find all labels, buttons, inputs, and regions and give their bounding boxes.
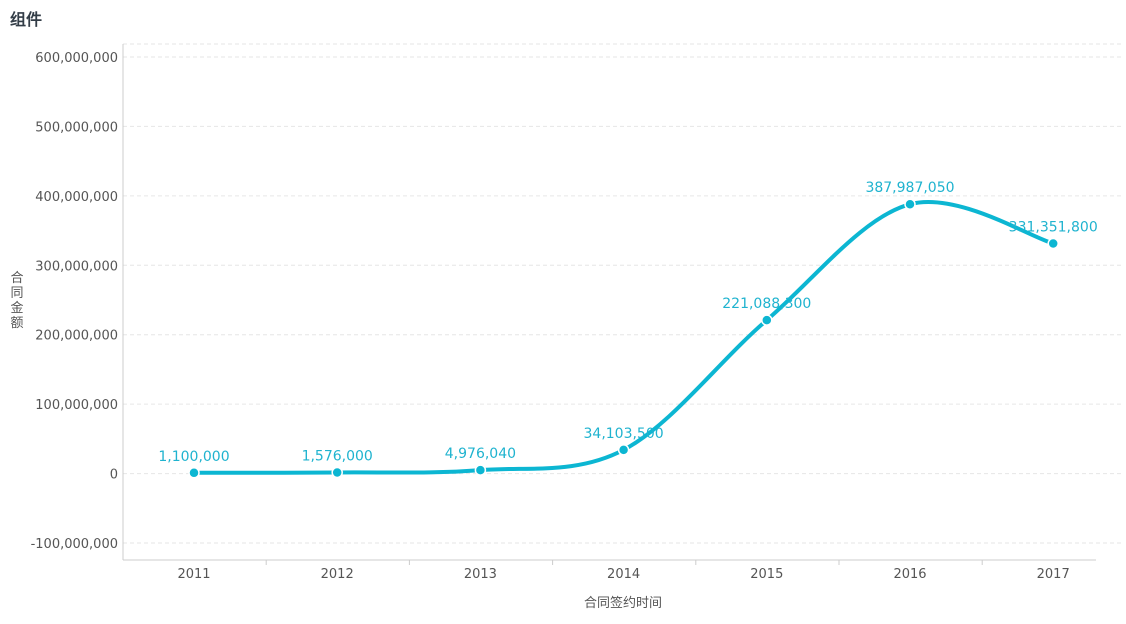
y-tick-label: 600,000,000 [35, 51, 118, 66]
data-label: 1,576,000 [302, 448, 373, 464]
y-tick-label: 0 [110, 468, 118, 483]
y-tick-label: 200,000,000 [35, 329, 118, 344]
data-labels: 1,100,000 1,576,000 4,976,040 34,103,500 221… [158, 180, 1097, 465]
y-axis-title-char: 金 [10, 300, 23, 316]
data-label: 387,987,050 [865, 180, 954, 196]
x-tick-label: 2015 [750, 567, 783, 582]
data-point[interactable] [904, 198, 916, 210]
data-point[interactable] [1047, 237, 1059, 250]
y-axis-title-char: 额 [10, 316, 23, 331]
x-tick-label: 2013 [464, 567, 497, 582]
x-axis-title: 合同签约时间 [584, 595, 662, 611]
x-tick-label: 2016 [893, 567, 926, 582]
widget-title: 组件 [10, 10, 43, 29]
y-tick-label: 100,000,000 [35, 398, 118, 413]
x-tick-label: 2012 [321, 567, 354, 582]
y-axis-title-char: 同 [10, 286, 23, 301]
data-point[interactable] [188, 467, 200, 479]
data-label: 331,351,800 [1009, 220, 1098, 236]
data-label: 34,103,500 [584, 426, 664, 442]
x-tick-label: 2011 [177, 567, 210, 582]
y-axis-title-char: 合 [10, 271, 23, 286]
axes [122, 44, 1096, 561]
y-tick-label: -100,000,000 [31, 537, 118, 552]
x-tick-label: 2017 [1037, 567, 1070, 582]
data-points [188, 198, 1059, 479]
data-label: 221,088,300 [722, 296, 811, 312]
data-point[interactable] [474, 464, 487, 476]
data-point[interactable] [617, 444, 630, 456]
data-point[interactable] [331, 466, 343, 479]
x-axis-ticks: 2011 2012 2013 2014 2015 2016 2017 [177, 560, 1070, 582]
y-tick-label: 400,000,000 [35, 190, 118, 205]
data-label: 1,100,000 [158, 449, 229, 465]
y-tick-label: 300,000,000 [35, 259, 118, 274]
data-label: 4,976,040 [445, 446, 516, 462]
y-axis-ticks: -100,000,000 0 100,000,000 200,000,000 300,0… [31, 51, 118, 552]
data-point[interactable] [761, 314, 773, 326]
x-tick-label: 2014 [607, 567, 640, 582]
y-tick-label: 500,000,000 [35, 120, 118, 135]
grid-lines [123, 43, 1124, 544]
